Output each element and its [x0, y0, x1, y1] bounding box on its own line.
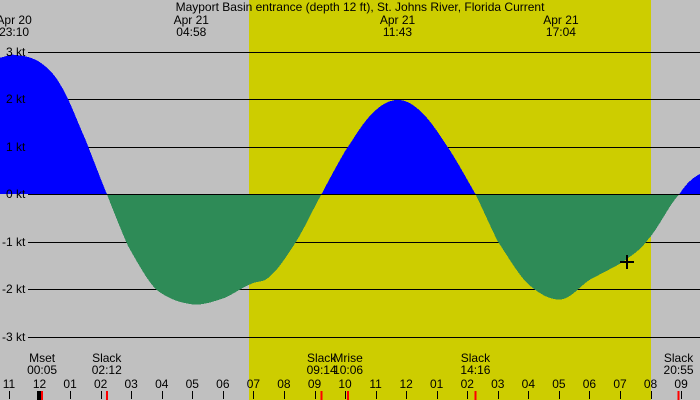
y-axis-label: 1 kt	[6, 140, 26, 154]
event-tick	[41, 391, 44, 400]
event-name-label: Slack	[663, 351, 694, 365]
y-axis-label: 0 kt	[6, 187, 26, 201]
event-time-label: 10:06	[333, 363, 364, 377]
event-name-label: Slack	[306, 351, 337, 365]
event-time-label: 00:05	[27, 363, 58, 377]
event-tick	[105, 391, 108, 400]
y-axis-label: 3 kt	[6, 45, 26, 59]
event-time-label: 02:12	[91, 363, 122, 377]
hour-label: 05	[185, 377, 199, 391]
extreme-date-label: Apr 21	[173, 13, 209, 27]
extreme-date-label: Apr 20	[0, 13, 32, 27]
hour-label: 09	[307, 377, 322, 391]
event-name-label: Slack	[460, 351, 491, 365]
event-tick	[677, 391, 680, 400]
event-tick	[347, 391, 350, 400]
hour-label: 03	[124, 377, 138, 391]
hour-label: 07	[246, 377, 261, 391]
ebb-fill-area	[0, 194, 700, 305]
y-axis-label: -1 kt	[2, 235, 26, 249]
hour-label: 08	[643, 377, 658, 391]
extreme-time-label: 17:04	[545, 25, 576, 39]
hour-label: 02	[93, 377, 108, 391]
event-tick	[320, 391, 323, 400]
extreme-time-label: 04:58	[176, 25, 207, 39]
plus-marker	[620, 254, 634, 269]
event-name-label: Slack	[92, 351, 122, 365]
y-axis-label: 2 kt	[6, 92, 26, 106]
event-time-label: 09:14	[306, 363, 337, 377]
hour-label: 04	[155, 377, 169, 391]
chart-title: Mayport Basin entrance (depth 12 ft), St…	[175, 0, 545, 14]
extreme-time-label: 11:43	[382, 25, 413, 39]
extreme-date-label: Apr 21	[379, 13, 416, 27]
hour-label: 01	[430, 377, 444, 391]
hour-label: 02	[460, 377, 474, 391]
hour-label: 03	[491, 377, 505, 391]
event-name-label: Mrise	[333, 351, 363, 365]
y-axis-label: -3 kt	[2, 330, 26, 344]
hour-label: 12	[399, 377, 413, 391]
hour-label: 10	[338, 377, 352, 391]
event-time-label: 20:55	[663, 363, 694, 377]
hour-label: 06	[216, 377, 230, 391]
hour-label: 11	[369, 377, 382, 391]
hour-label: 11	[2, 377, 16, 391]
y-axis-label: -2 kt	[2, 282, 26, 296]
extreme-time-label: 23:10	[0, 25, 30, 39]
hour-label: 01	[63, 377, 77, 391]
event-time-label: 14:16	[460, 363, 491, 377]
hour-label: 12	[32, 377, 47, 391]
hour-label: 05	[552, 377, 566, 391]
event-name-label: Mset	[29, 351, 56, 365]
hour-label: 04	[521, 377, 536, 391]
hour-label: 08	[277, 377, 291, 391]
event-tick	[474, 391, 477, 400]
hour-label: 09	[674, 377, 688, 391]
hour-label: 06	[582, 377, 597, 391]
midnight-tick	[37, 391, 41, 400]
flood-fill-area	[0, 54, 700, 195]
extreme-date-label: Apr 21	[543, 13, 579, 27]
hour-label: 07	[613, 377, 627, 391]
